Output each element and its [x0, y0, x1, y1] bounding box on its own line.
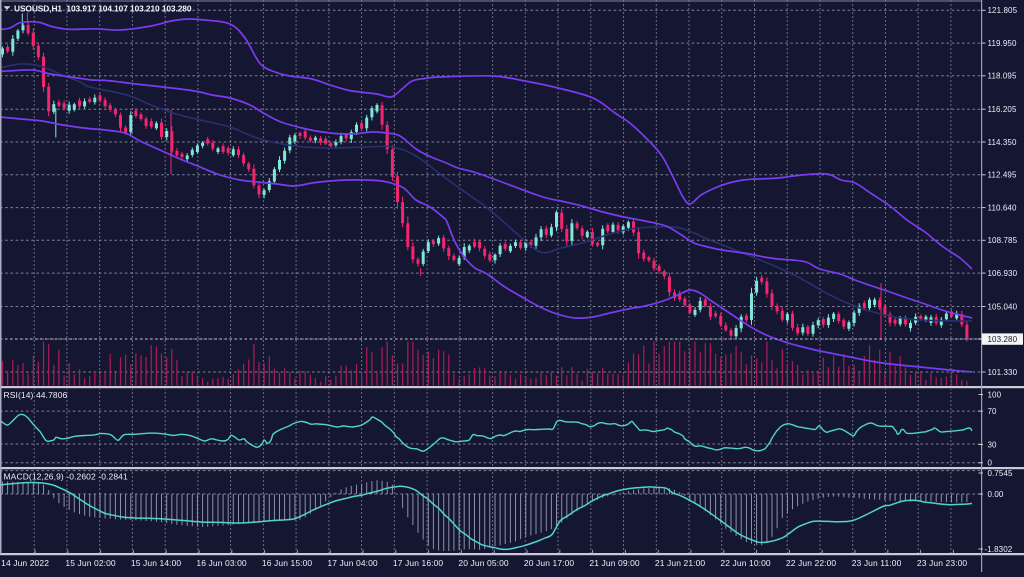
svg-text:14 Jun 2022: 14 Jun 2022: [1, 558, 49, 568]
svg-text:16 Jun 03:00: 16 Jun 03:00: [196, 558, 247, 568]
svg-text:23 Jun 11:00: 23 Jun 11:00: [852, 558, 902, 568]
svg-text:16 Jun 15:00: 16 Jun 15:00: [262, 558, 313, 568]
svg-text:103.280: 103.280: [988, 335, 1018, 344]
svg-text:70: 70: [988, 407, 998, 416]
svg-text:21 Jun 21:00: 21 Jun 21:00: [655, 558, 706, 568]
svg-text:106.930: 106.930: [988, 269, 1018, 278]
svg-text:121.805: 121.805: [988, 6, 1018, 15]
svg-text:RSI(14) 44.7806: RSI(14) 44.7806: [4, 390, 68, 400]
svg-text:116.205: 116.205: [988, 105, 1017, 114]
svg-text:112.495: 112.495: [988, 171, 1017, 180]
svg-text:15 Jun 02:00: 15 Jun 02:00: [65, 558, 116, 568]
svg-text:-1.8302: -1.8302: [985, 545, 1013, 554]
svg-text:101.330: 101.330: [988, 368, 1018, 377]
svg-text:110.640: 110.640: [988, 204, 1017, 213]
svg-text:20 Jun 17:00: 20 Jun 17:00: [524, 558, 575, 568]
svg-text:108.785: 108.785: [988, 236, 1018, 245]
svg-text:USOUSD,H1 103.917 104.107 103: USOUSD,H1 103.917 104.107 103.210 103.28…: [14, 3, 192, 13]
svg-text:119.950: 119.950: [988, 39, 1017, 48]
svg-text:17 Jun 04:00: 17 Jun 04:00: [327, 558, 378, 568]
svg-text:22 Jun 10:00: 22 Jun 10:00: [720, 558, 771, 568]
svg-text:15 Jun 14:00: 15 Jun 14:00: [131, 558, 182, 568]
svg-text:114.350: 114.350: [988, 138, 1017, 147]
svg-text:0.7545: 0.7545: [988, 469, 1014, 478]
svg-text:22 Jun 22:00: 22 Jun 22:00: [786, 558, 837, 568]
svg-text:100: 100: [988, 390, 1002, 399]
svg-text:105.040: 105.040: [988, 302, 1018, 311]
svg-text:118.095: 118.095: [988, 72, 1017, 81]
svg-text:21 Jun 09:00: 21 Jun 09:00: [589, 558, 640, 568]
svg-text:20 Jun 05:00: 20 Jun 05:00: [458, 558, 509, 568]
svg-text:0: 0: [988, 459, 993, 468]
svg-text:17 Jun 16:00: 17 Jun 16:00: [393, 558, 444, 568]
svg-text:0.00: 0.00: [988, 490, 1004, 499]
svg-text:23 Jun 23:00: 23 Jun 23:00: [917, 558, 968, 568]
svg-text:30: 30: [988, 440, 998, 449]
svg-text:MACD(12,26,9) -0.2602 -0.2841: MACD(12,26,9) -0.2602 -0.2841: [4, 472, 129, 482]
